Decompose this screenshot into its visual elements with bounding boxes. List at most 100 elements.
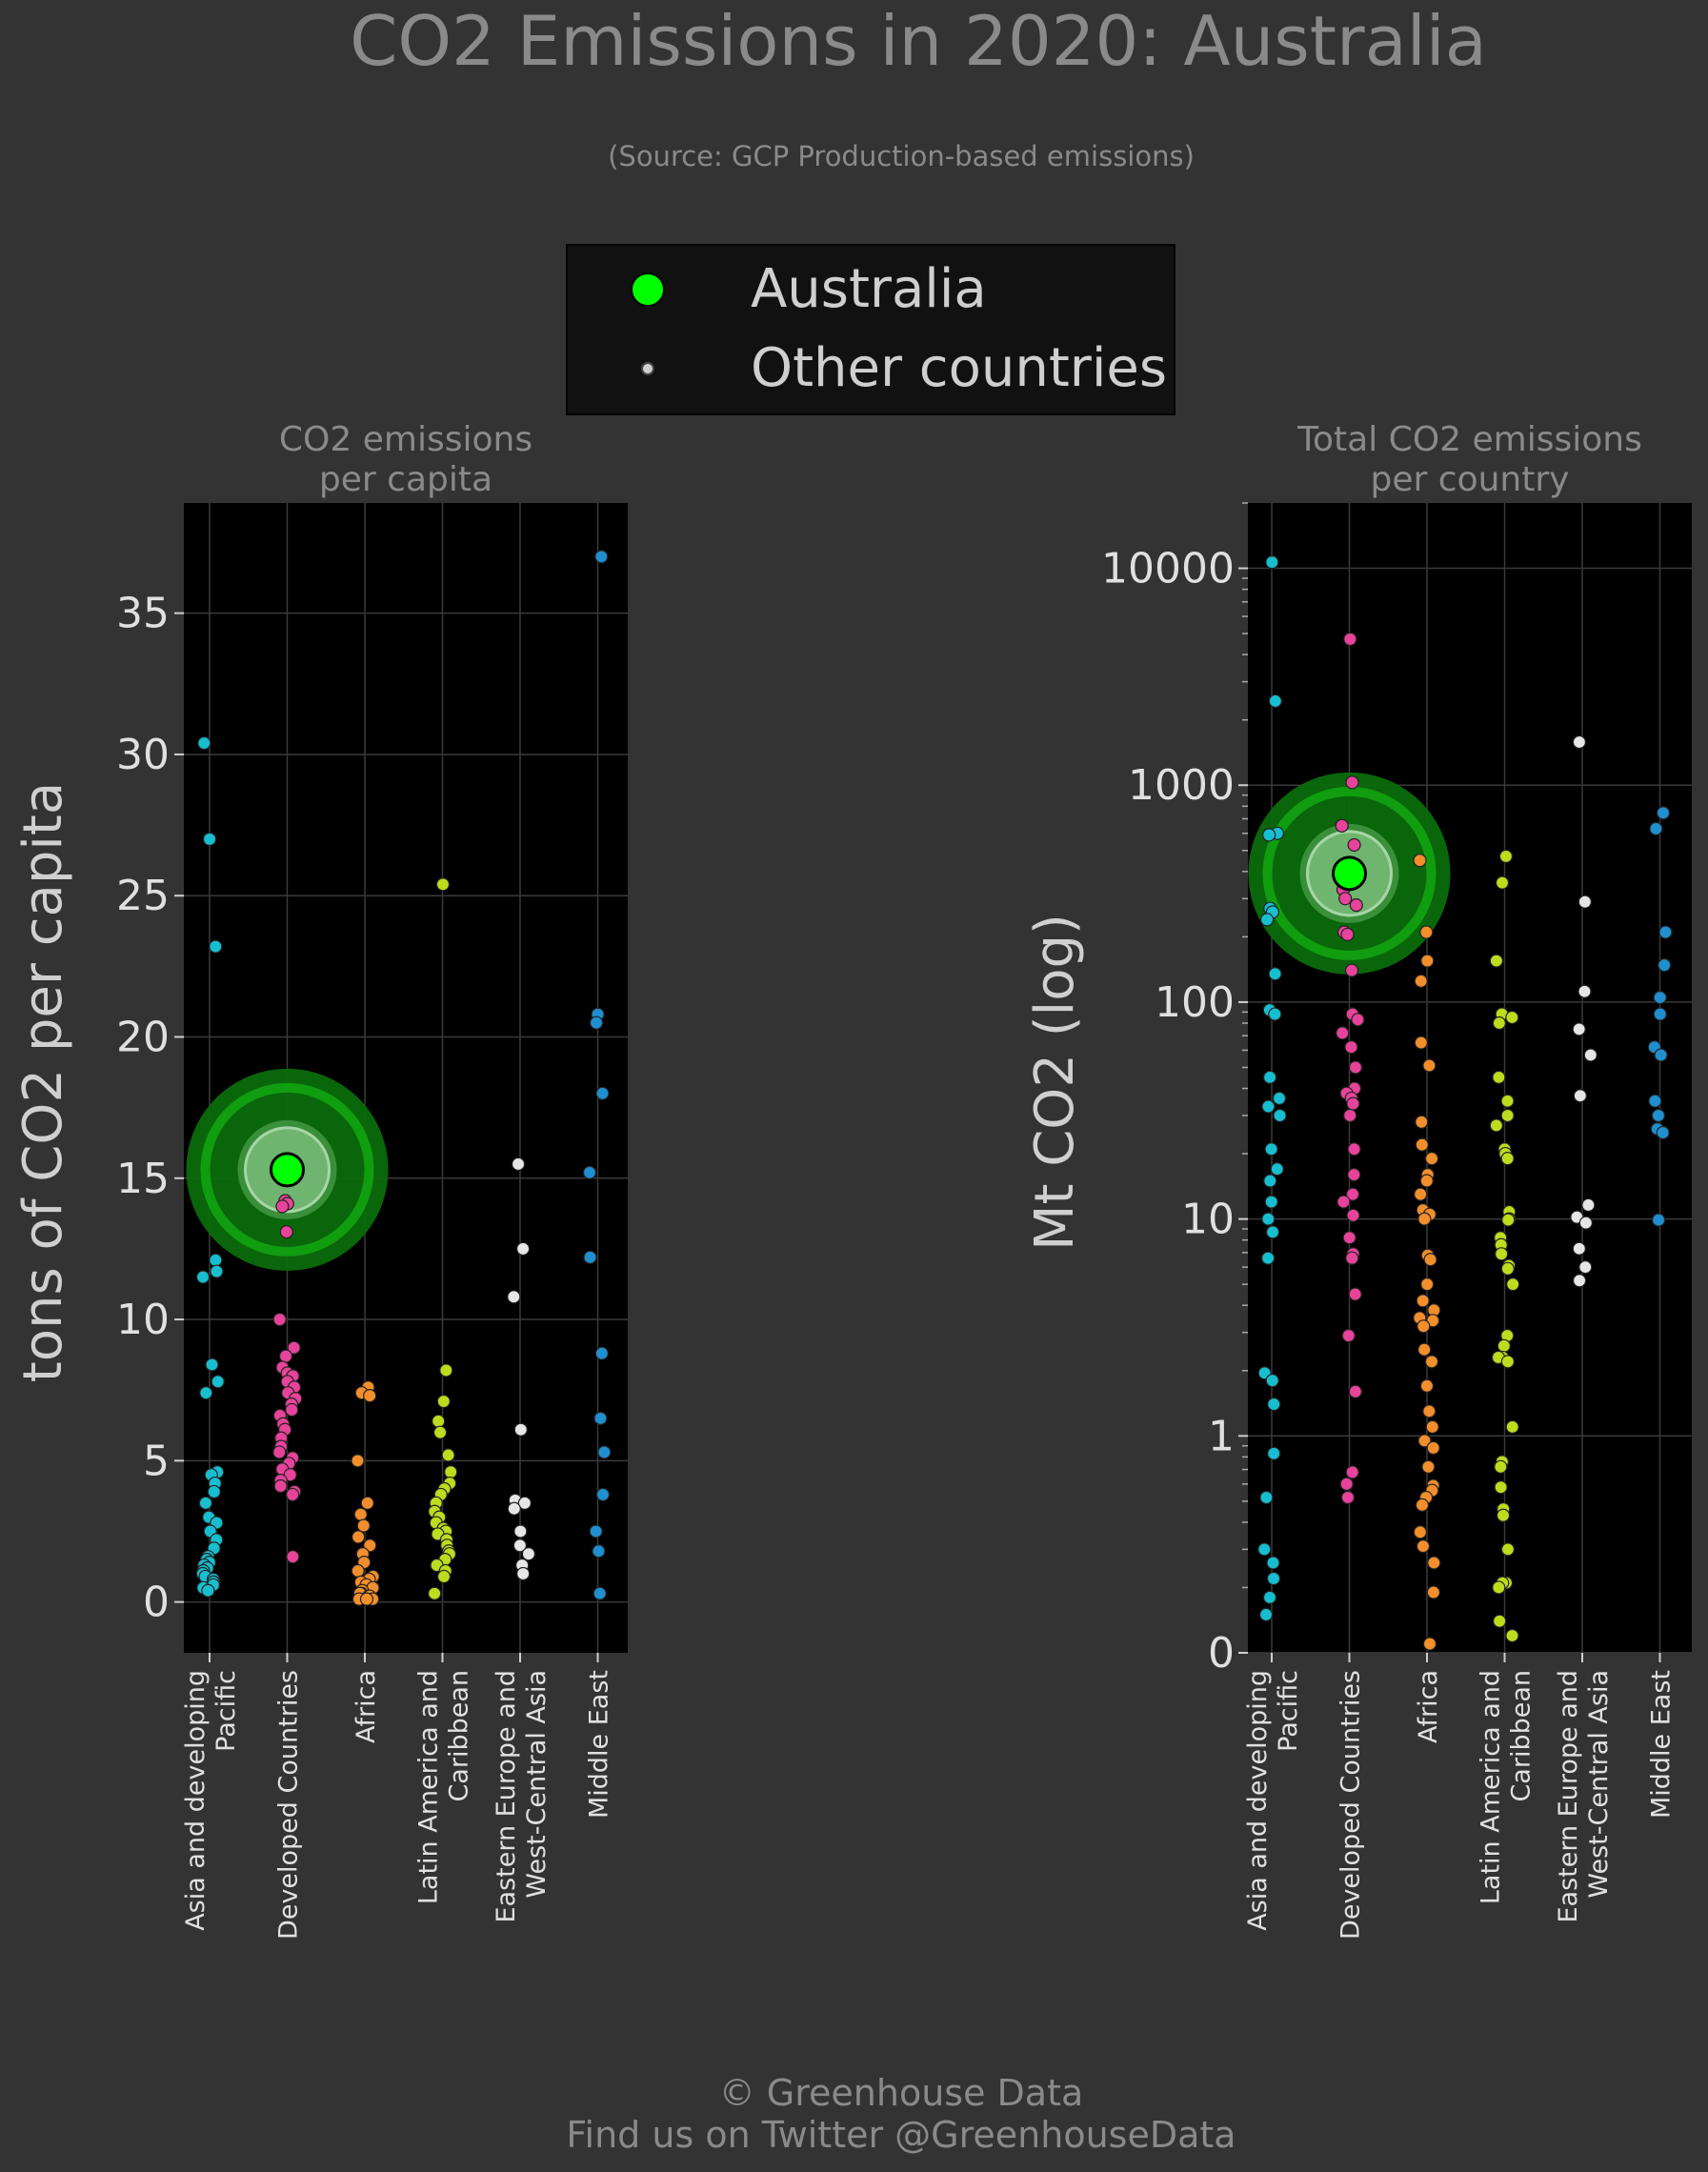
data-point <box>432 1414 446 1428</box>
plot-area <box>1248 503 1692 1653</box>
data-point <box>1583 1048 1597 1062</box>
data-point <box>1423 1253 1437 1267</box>
data-point <box>1343 1108 1357 1123</box>
data-point <box>436 1394 451 1409</box>
x-tick-label: Africa <box>352 1670 381 1743</box>
data-point <box>198 1496 212 1510</box>
data-point <box>513 1524 528 1538</box>
data-point <box>1426 1440 1440 1456</box>
data-point <box>279 1225 293 1239</box>
data-point <box>512 1538 527 1553</box>
y-tick-label: 10 <box>116 1296 170 1344</box>
data-point <box>1498 849 1514 863</box>
data-point <box>1427 1556 1441 1570</box>
y-tick-label: 25 <box>116 872 170 920</box>
data-point <box>1497 1338 1511 1353</box>
data-point <box>1656 1125 1670 1140</box>
data-point <box>1414 1187 1428 1201</box>
data-point <box>594 550 609 564</box>
y-tick-label: 100 <box>1155 978 1235 1027</box>
data-point <box>1658 925 1673 939</box>
data-point <box>1348 1287 1362 1301</box>
data-point <box>1344 1040 1358 1055</box>
panel-title-line: Total CO2 emissions <box>1296 420 1642 459</box>
y-tick-label: 10 <box>1181 1196 1235 1244</box>
data-point <box>1578 1260 1593 1275</box>
legend-item-australia: Australia <box>568 261 1174 318</box>
data-point <box>1349 898 1363 913</box>
data-point <box>1421 1459 1436 1474</box>
data-point <box>202 832 217 847</box>
data-point <box>272 1445 287 1459</box>
data-point <box>1573 1089 1587 1103</box>
data-point <box>1651 1213 1666 1227</box>
panel-title-line: CO2 emissions <box>279 420 532 459</box>
data-point <box>1345 775 1359 790</box>
data-point <box>1273 1108 1287 1123</box>
data-point <box>360 1496 374 1510</box>
data-point <box>1270 1162 1284 1176</box>
data-point <box>209 939 223 954</box>
data-point <box>1343 632 1357 647</box>
data-point <box>1267 1446 1281 1460</box>
data-point <box>1261 1099 1276 1114</box>
panel-title-line: per capita <box>319 460 492 499</box>
data-point <box>1500 1108 1515 1123</box>
data-point <box>428 1586 442 1600</box>
other-country-marker-icon <box>641 362 654 375</box>
data-point <box>1419 1174 1434 1188</box>
data-point <box>1346 1096 1360 1111</box>
data-point <box>593 1411 608 1425</box>
data-point <box>592 1544 606 1559</box>
data-point <box>1257 1542 1272 1557</box>
data-point <box>1263 1174 1277 1188</box>
data-point <box>1415 1115 1429 1129</box>
data-point <box>1492 1016 1506 1031</box>
data-point <box>1268 694 1282 709</box>
data-point <box>1262 1590 1277 1604</box>
data-point <box>1347 1168 1361 1182</box>
data-point <box>1422 1637 1437 1651</box>
y-tick-label: 0 <box>143 1579 170 1627</box>
data-point <box>210 1264 224 1278</box>
data-point <box>1572 734 1587 750</box>
data-point <box>1425 1419 1439 1434</box>
data-point <box>1262 1070 1277 1084</box>
data-point <box>1422 1058 1437 1073</box>
data-point <box>1414 1036 1428 1050</box>
data-point <box>1506 1277 1520 1292</box>
chart-subtitle: (Source: GCP Production-based emissions) <box>608 140 1195 172</box>
y-tick-label: 0 <box>1208 1629 1235 1678</box>
x-tick-label: Asia and developing <box>1243 1670 1273 1931</box>
data-point <box>595 1086 610 1100</box>
x-tick-label: Latin America and <box>414 1670 444 1904</box>
data-point <box>1348 1384 1363 1398</box>
data-point <box>1340 1490 1356 1505</box>
panel-title-line: per country <box>1371 460 1570 499</box>
data-point <box>1495 875 1510 890</box>
data-point <box>1345 1187 1360 1201</box>
data-point <box>286 1487 300 1502</box>
australia-marker <box>270 1152 305 1188</box>
legend-label-other-countries: Other countries <box>751 337 1168 399</box>
data-point <box>278 1349 293 1363</box>
data-point <box>507 1290 521 1304</box>
data-point <box>511 1156 526 1172</box>
data-point <box>352 1530 366 1544</box>
data-point <box>1259 1490 1274 1505</box>
data-point <box>1420 1277 1435 1292</box>
data-point <box>1417 1342 1432 1357</box>
data-point <box>1268 967 1282 981</box>
data-point <box>441 1448 455 1462</box>
data-point <box>287 1340 301 1355</box>
data-point <box>205 1358 219 1372</box>
data-point <box>195 1270 211 1284</box>
data-point <box>1424 1152 1439 1166</box>
data-point <box>273 1478 288 1494</box>
x-tick-label: Pacific <box>1274 1670 1303 1752</box>
data-point <box>1413 854 1427 868</box>
data-point <box>1336 1026 1350 1040</box>
data-point <box>1500 1094 1515 1108</box>
y-tick-label: 10000 <box>1101 545 1235 593</box>
